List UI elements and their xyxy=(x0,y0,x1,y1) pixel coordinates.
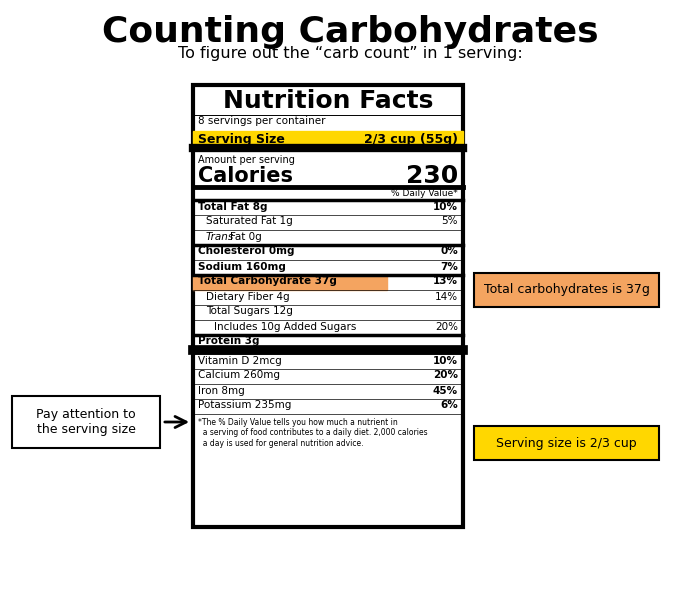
Bar xyxy=(193,85,463,527)
Bar xyxy=(12,396,160,448)
Text: Total Carbohydrate 37g: Total Carbohydrate 37g xyxy=(198,277,337,287)
Text: Calories: Calories xyxy=(198,166,293,186)
Text: 45%: 45% xyxy=(433,386,458,395)
Text: Calcium 260mg: Calcium 260mg xyxy=(198,370,280,381)
Text: 2/3 cup (55g): 2/3 cup (55g) xyxy=(364,132,458,146)
Text: Amount per serving: Amount per serving xyxy=(198,155,295,165)
Text: Total Sugars 12g: Total Sugars 12g xyxy=(206,306,293,317)
Text: Fat 0g: Fat 0g xyxy=(230,231,262,242)
Text: Serving size is 2/3 cup: Serving size is 2/3 cup xyxy=(496,437,637,450)
Text: *The % Daily Value tells you how much a nutrient in
  a serving of food contribu: *The % Daily Value tells you how much a … xyxy=(198,418,428,448)
Bar xyxy=(474,273,659,307)
Text: 8 servings per container: 8 servings per container xyxy=(198,116,326,126)
Text: Includes 10g Added Sugars: Includes 10g Added Sugars xyxy=(214,322,356,331)
Text: Sodium 160mg: Sodium 160mg xyxy=(198,261,286,271)
Text: 20%: 20% xyxy=(435,322,458,331)
Text: Potassium 235mg: Potassium 235mg xyxy=(198,400,291,410)
Text: Iron 8mg: Iron 8mg xyxy=(198,386,245,395)
Text: 6%: 6% xyxy=(440,400,458,410)
Bar xyxy=(474,426,659,460)
Text: Saturated Fat 1g: Saturated Fat 1g xyxy=(206,216,293,226)
Text: Nutrition Facts: Nutrition Facts xyxy=(223,89,433,113)
Bar xyxy=(193,275,387,290)
Text: Pay attention to
the serving size: Pay attention to the serving size xyxy=(36,408,136,436)
Text: Total carbohydrates is 37g: Total carbohydrates is 37g xyxy=(484,284,650,296)
Text: Dietary Fiber 4g: Dietary Fiber 4g xyxy=(206,292,290,301)
Text: 7%: 7% xyxy=(440,261,458,271)
Text: To figure out the “carb count” in 1 serving:: To figure out the “carb count” in 1 serv… xyxy=(178,46,522,61)
Text: Vitamin D 2mcg: Vitamin D 2mcg xyxy=(198,355,281,365)
Text: 5%: 5% xyxy=(442,216,458,226)
Text: Trans: Trans xyxy=(206,231,234,242)
Text: Counting Carbohydrates: Counting Carbohydrates xyxy=(102,15,598,49)
Text: Cholesterol 0mg: Cholesterol 0mg xyxy=(198,247,295,256)
Text: % Daily Value*: % Daily Value* xyxy=(391,189,458,198)
Text: Protein 3g: Protein 3g xyxy=(198,336,260,346)
Text: 10%: 10% xyxy=(433,202,458,212)
Text: 0%: 0% xyxy=(440,247,458,256)
Text: 13%: 13% xyxy=(433,277,458,287)
Text: Serving Size: Serving Size xyxy=(198,132,285,146)
Text: 10%: 10% xyxy=(433,355,458,365)
Text: 20%: 20% xyxy=(433,370,458,381)
Text: 230: 230 xyxy=(406,164,458,188)
Text: Total Fat 8g: Total Fat 8g xyxy=(198,202,267,212)
Text: 14%: 14% xyxy=(435,292,458,301)
Bar xyxy=(193,131,463,148)
